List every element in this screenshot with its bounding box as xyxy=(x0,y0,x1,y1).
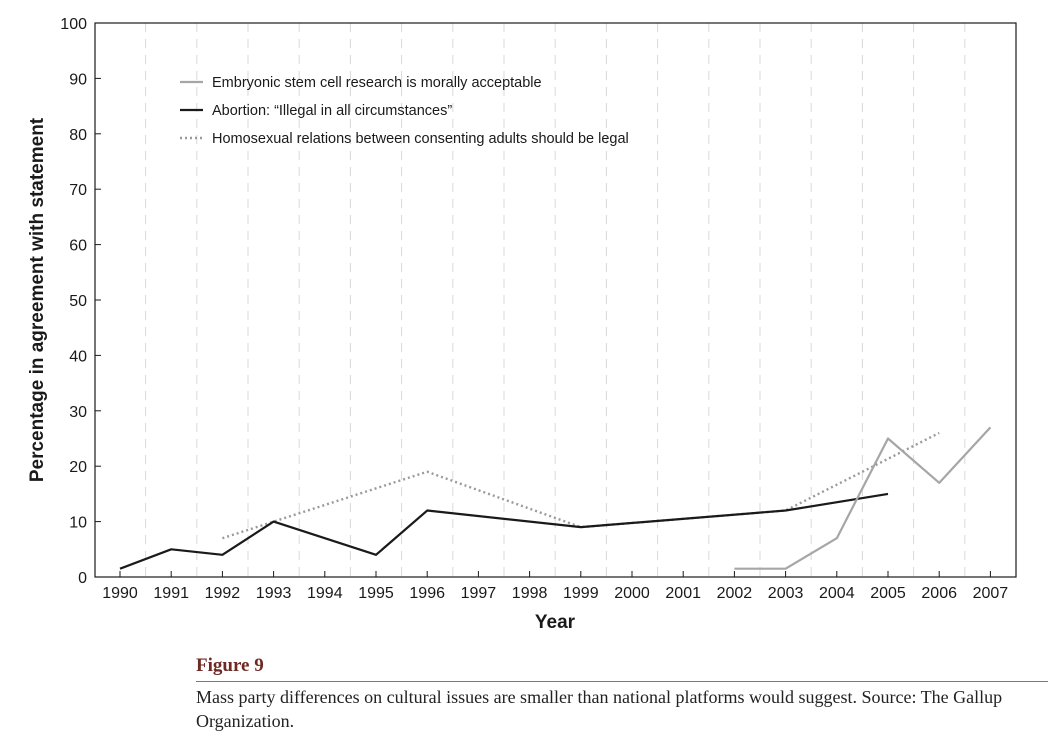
x-axis: 1990 1991 1992 1993 1994 1995 1996 1997 1998 1999… xyxy=(102,571,1008,602)
x-tick-label: 1993 xyxy=(256,585,292,602)
grid xyxy=(145,23,966,577)
figure-label: Figure 9 xyxy=(196,655,264,676)
caption-text: Mass party differences on cultural issue… xyxy=(196,687,1003,731)
x-tick-label: 2001 xyxy=(665,585,701,602)
x-tick-label: 1994 xyxy=(307,585,343,602)
x-tick-label: 1999 xyxy=(563,585,599,602)
legend-label: Homosexual relations between consenting … xyxy=(212,131,629,147)
y-tick-label: 90 xyxy=(69,71,87,88)
y-axis: 0 10 20 30 40 50 60 70 80 90 100 xyxy=(60,16,101,587)
legend: Embryonic stem cell research is morally … xyxy=(180,75,629,147)
x-axis-title: Year xyxy=(535,612,576,633)
x-tick-label: 2003 xyxy=(768,585,804,602)
series-line-2 xyxy=(222,431,940,540)
x-tick-label: 1995 xyxy=(358,585,394,602)
y-tick-label: 50 xyxy=(69,293,87,310)
series-line-1 xyxy=(119,492,889,570)
y-tick-label: 10 xyxy=(69,515,87,532)
x-tick-label: 1996 xyxy=(409,585,445,602)
x-tick-label: 2002 xyxy=(717,585,753,602)
x-tick-label: 1998 xyxy=(512,585,548,602)
x-tick-label: 1992 xyxy=(205,585,241,602)
y-tick-label: 40 xyxy=(69,348,87,365)
x-tick-label: 2000 xyxy=(614,585,650,602)
x-tick-label: 1997 xyxy=(461,585,497,602)
y-tick-label: 20 xyxy=(69,459,87,476)
legend-label: Abortion: “Illegal in all circumstances” xyxy=(212,103,452,119)
x-tick-label: 2004 xyxy=(819,585,855,602)
x-tick-label: 1990 xyxy=(102,585,138,602)
legend-label: Embryonic stem cell research is morally … xyxy=(212,75,542,91)
y-tick-label: 60 xyxy=(69,238,87,255)
x-tick-label: 2006 xyxy=(921,585,957,602)
y-axis-title: Percentage in agreement with statement xyxy=(27,117,48,482)
x-tick-label: 1991 xyxy=(153,585,189,602)
y-tick-label: 70 xyxy=(69,182,87,199)
chart: 0 10 20 30 40 50 60 70 80 90 100 1990 1991 1992 1993 1… xyxy=(27,16,1017,633)
series xyxy=(119,426,992,570)
y-tick-label: 100 xyxy=(60,16,87,33)
figure-caption: Figure 9 Mass party differences on cultu… xyxy=(196,654,1048,733)
y-tick-label: 30 xyxy=(69,404,87,421)
y-tick-label: 80 xyxy=(69,127,87,144)
y-tick-label: 0 xyxy=(78,570,87,587)
x-tick-label: 2005 xyxy=(870,585,906,602)
x-tick-label: 2007 xyxy=(973,585,1009,602)
series-line-0 xyxy=(734,426,992,570)
caption-divider xyxy=(196,681,1048,682)
